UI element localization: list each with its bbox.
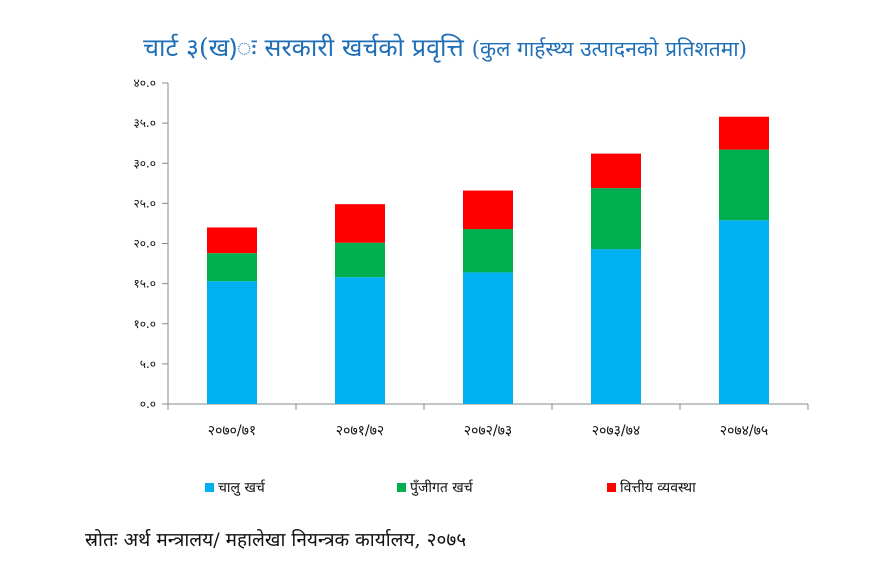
legend-label: वित्तीय व्यवस्था — [620, 479, 696, 496]
x-tick-label: २०७४/७५ — [720, 423, 768, 439]
legend-label: पुँजीगत खर्च — [410, 479, 474, 496]
bar-segment-1 — [207, 281, 257, 404]
y-tick-label: २५.० — [133, 196, 156, 210]
y-tick-label: ५.० — [140, 357, 156, 371]
x-tick-label: २०७०/७१ — [208, 423, 256, 439]
y-tick-label: ३०.० — [133, 156, 156, 170]
bar-segment-3 — [463, 190, 513, 230]
bar-segment-1 — [335, 277, 385, 404]
x-tick-label: २०७३/७४ — [592, 423, 640, 439]
y-tick-label: ४०.० — [133, 76, 156, 90]
bar-segment-1 — [591, 249, 641, 404]
y-tick-label: १५.० — [133, 277, 156, 291]
bar-segment-3 — [591, 153, 641, 189]
bar-segment-2 — [207, 253, 257, 282]
bar-segment-1 — [719, 220, 769, 404]
legend-label: चालु खर्च — [218, 479, 266, 496]
bar-segment-2 — [335, 242, 385, 278]
legend-swatch — [205, 483, 214, 492]
bar-segment-2 — [591, 188, 641, 250]
bar-segment-1 — [463, 272, 513, 404]
x-tick-label: २०७२/७३ — [464, 423, 512, 439]
bar-segment-3 — [719, 116, 769, 150]
bar-segment-2 — [719, 149, 769, 221]
x-tick-label: २०७१/७२ — [336, 423, 384, 439]
y-tick-label: ०.० — [140, 397, 156, 411]
source-note: स्रोतः अर्थ मन्त्रालय/ महालेखा नियन्त्रक… — [85, 529, 467, 551]
legend-swatch — [607, 483, 616, 492]
chart-title-main: चार्ट ३(ख)ः सरकारी खर्चको प्रवृत्ति — [143, 33, 464, 62]
chart-title-sub: (कुल गार्हस्थ्य उत्पादनको प्रतिशतमा) — [471, 37, 747, 61]
chart-title: चार्ट ३(ख)ः सरकारी खर्चको प्रवृत्ति (कुल… — [0, 30, 890, 64]
y-tick-label: ३५.० — [133, 116, 156, 130]
bar-segment-3 — [335, 204, 385, 243]
bar-segment-3 — [207, 227, 257, 254]
y-tick-label: १०.० — [133, 317, 156, 331]
bar-segment-2 — [463, 229, 513, 273]
legend-swatch — [397, 483, 406, 492]
y-tick-label: २०.० — [133, 237, 156, 251]
